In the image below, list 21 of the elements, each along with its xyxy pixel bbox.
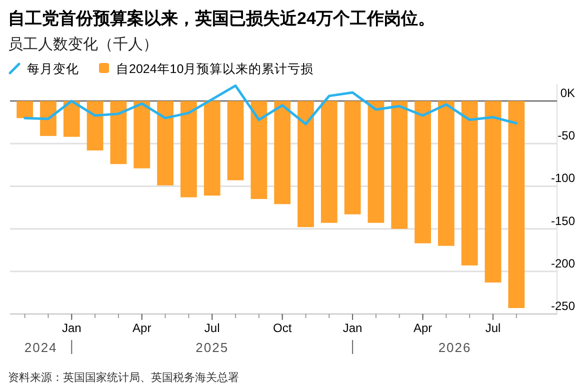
x-tick-label: Oct: [272, 321, 292, 335]
y-tick-label: -200: [550, 256, 576, 270]
text: 2024: [24, 340, 58, 355]
y-tick-label: -50: [558, 128, 576, 143]
text: 资料来源：英国国家统计局、英国税务海关总署: [8, 371, 239, 384]
x-tick-label: Apr: [413, 321, 432, 335]
legend-label: 自2024年10月预算以来的累计亏损: [116, 62, 314, 76]
x-tick-label: Jul: [485, 321, 501, 335]
x-tick-label: Apr: [132, 321, 152, 335]
chart-subtitle: 员工人数变化（千人）: [8, 36, 158, 53]
x-tick-label: Jul: [204, 321, 220, 335]
x-tick-label: Jan: [342, 321, 362, 335]
x-tick-label: Jan: [62, 321, 82, 335]
y-tick-label: -100: [550, 171, 576, 186]
text: 2025: [196, 340, 229, 355]
y-tick-label: -150: [550, 214, 576, 228]
chart-title: 自工党首份预算案以来，英国已损失近24万个工作岗位。: [8, 8, 435, 28]
legend-label: 每月变化: [27, 62, 79, 76]
y-tick-label: 0K: [560, 86, 575, 100]
text: 2026: [438, 340, 472, 355]
y-tick-label: -250: [550, 299, 576, 313]
